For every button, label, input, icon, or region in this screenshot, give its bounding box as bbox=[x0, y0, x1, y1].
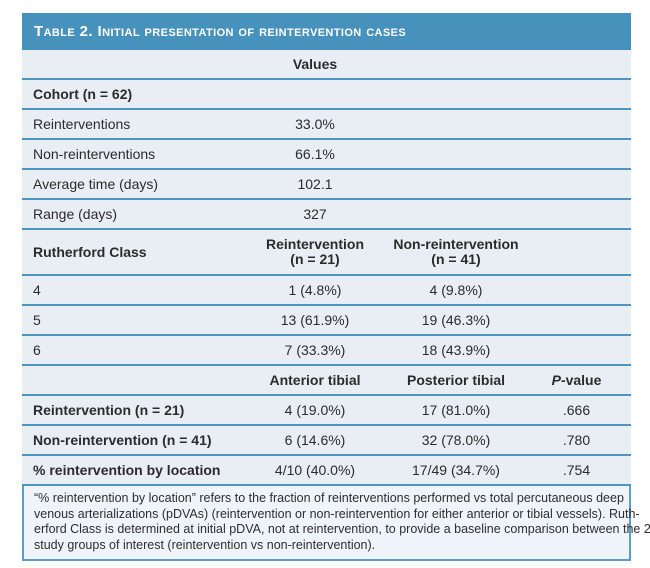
header-line: Non-reintervention bbox=[393, 236, 519, 252]
row-value-anterior: 4/10 (40.0%) bbox=[274, 462, 356, 478]
table-row-reinterventions: Reinterventions 33.0% bbox=[22, 110, 631, 140]
rutherford-header-label: Rutherford Class bbox=[33, 244, 147, 260]
p-value-rest: -value bbox=[560, 372, 602, 388]
anterior-tibial-column-header: Anterior tibial bbox=[269, 372, 361, 388]
row-value-pvalue: .780 bbox=[562, 432, 591, 448]
table-row-non-reinterventions: Non-reinterventions 66.1% bbox=[22, 140, 631, 170]
table-row-class-4: 4 1 (4.8%) 4 (9.8%) bbox=[22, 276, 631, 306]
rutherford-header-row: Rutherford Class Reintervention (n = 21)… bbox=[22, 230, 631, 276]
table-footnote: “% reintervention by location” refers to… bbox=[22, 486, 650, 561]
row-label: 5 bbox=[33, 312, 41, 328]
row-label: % reintervention by location bbox=[33, 462, 221, 478]
row-value: 102.1 bbox=[297, 176, 333, 192]
row-label: 4 bbox=[33, 282, 41, 298]
footnote-line: “% reintervention by location” refers to… bbox=[34, 491, 624, 505]
table-row-non-reintervention-location: Non-reintervention (n = 41) 6 (14.6%) 32… bbox=[22, 426, 631, 456]
row-value-non-reintervention: 19 (46.3%) bbox=[421, 312, 491, 328]
row-label: Reintervention (n = 21) bbox=[33, 402, 185, 418]
values-column-header: Values bbox=[292, 56, 338, 72]
location-header-row: Anterior tibial Posterior tibial P-value bbox=[22, 366, 631, 396]
p-value-italic-p: P bbox=[551, 372, 561, 388]
header-line: (n = 41) bbox=[431, 251, 481, 267]
row-value-reintervention: 13 (61.9%) bbox=[280, 312, 350, 328]
row-value: 66.1% bbox=[295, 146, 335, 162]
table-row-range: Range (days) 327 bbox=[22, 200, 631, 230]
row-value-non-reintervention: 18 (43.9%) bbox=[421, 342, 491, 358]
row-label: Non-reinterventions bbox=[33, 146, 156, 162]
row-value-pvalue: .666 bbox=[562, 402, 591, 418]
row-label: 6 bbox=[33, 342, 41, 358]
table-row-average-time: Average time (days) 102.1 bbox=[22, 170, 631, 200]
row-value-posterior: 32 (78.0%) bbox=[421, 432, 491, 448]
row-value-pvalue: .754 bbox=[562, 462, 591, 478]
row-value-posterior: 17/49 (34.7%) bbox=[412, 462, 500, 478]
header-line: (n = 21) bbox=[290, 251, 340, 267]
cohort-header-row: Cohort (n = 62) bbox=[22, 80, 631, 110]
p-value-column-header: P-value bbox=[552, 372, 602, 388]
row-value: 33.0% bbox=[295, 116, 335, 132]
footnote-line: study groups of interest (reintervention… bbox=[34, 537, 376, 552]
row-value-anterior: 6 (14.6%) bbox=[284, 432, 346, 448]
table-title-bar: Table 2. Initial presentation of reinter… bbox=[22, 13, 631, 50]
header-line: Reintervention bbox=[265, 236, 364, 252]
table-row-pct-reintervention-by-location: % reintervention by location 4/10 (40.0%… bbox=[22, 456, 631, 486]
row-value-non-reintervention: 4 (9.8%) bbox=[429, 282, 483, 298]
footnote-line: erford Class is determined at initial pD… bbox=[34, 522, 650, 536]
row-label: Non-reintervention (n = 41) bbox=[33, 432, 212, 448]
row-value-anterior: 4 (19.0%) bbox=[284, 402, 346, 418]
row-value: 327 bbox=[303, 206, 327, 222]
row-value-posterior: 17 (81.0%) bbox=[421, 402, 491, 418]
cohort-header-label: Cohort (n = 62) bbox=[33, 86, 133, 102]
row-value-reintervention: 7 (33.3%) bbox=[284, 342, 346, 358]
table-2: Table 2. Initial presentation of reinter… bbox=[22, 13, 650, 561]
row-value-reintervention: 1 (4.8%) bbox=[288, 282, 342, 298]
non-reintervention-column-header: Non-reintervention (n = 41) bbox=[393, 237, 518, 267]
row-label: Reinterventions bbox=[33, 116, 131, 132]
table-row-reintervention-location: Reintervention (n = 21) 4 (19.0%) 17 (81… bbox=[22, 396, 631, 426]
row-label: Average time (days) bbox=[33, 176, 159, 192]
table-title: Table 2. Initial presentation of reinter… bbox=[34, 23, 407, 40]
values-header-row: Values bbox=[22, 50, 631, 80]
footnote-line: venous arterializations (pDVAs) (reinter… bbox=[34, 506, 640, 521]
posterior-tibial-column-header: Posterior tibial bbox=[406, 372, 506, 388]
reintervention-column-header: Reintervention (n = 21) bbox=[266, 237, 364, 267]
row-label: Range (days) bbox=[33, 206, 118, 222]
table-row-class-6: 6 7 (33.3%) 18 (43.9%) bbox=[22, 336, 631, 366]
table-row-class-5: 5 13 (61.9%) 19 (46.3%) bbox=[22, 306, 631, 336]
